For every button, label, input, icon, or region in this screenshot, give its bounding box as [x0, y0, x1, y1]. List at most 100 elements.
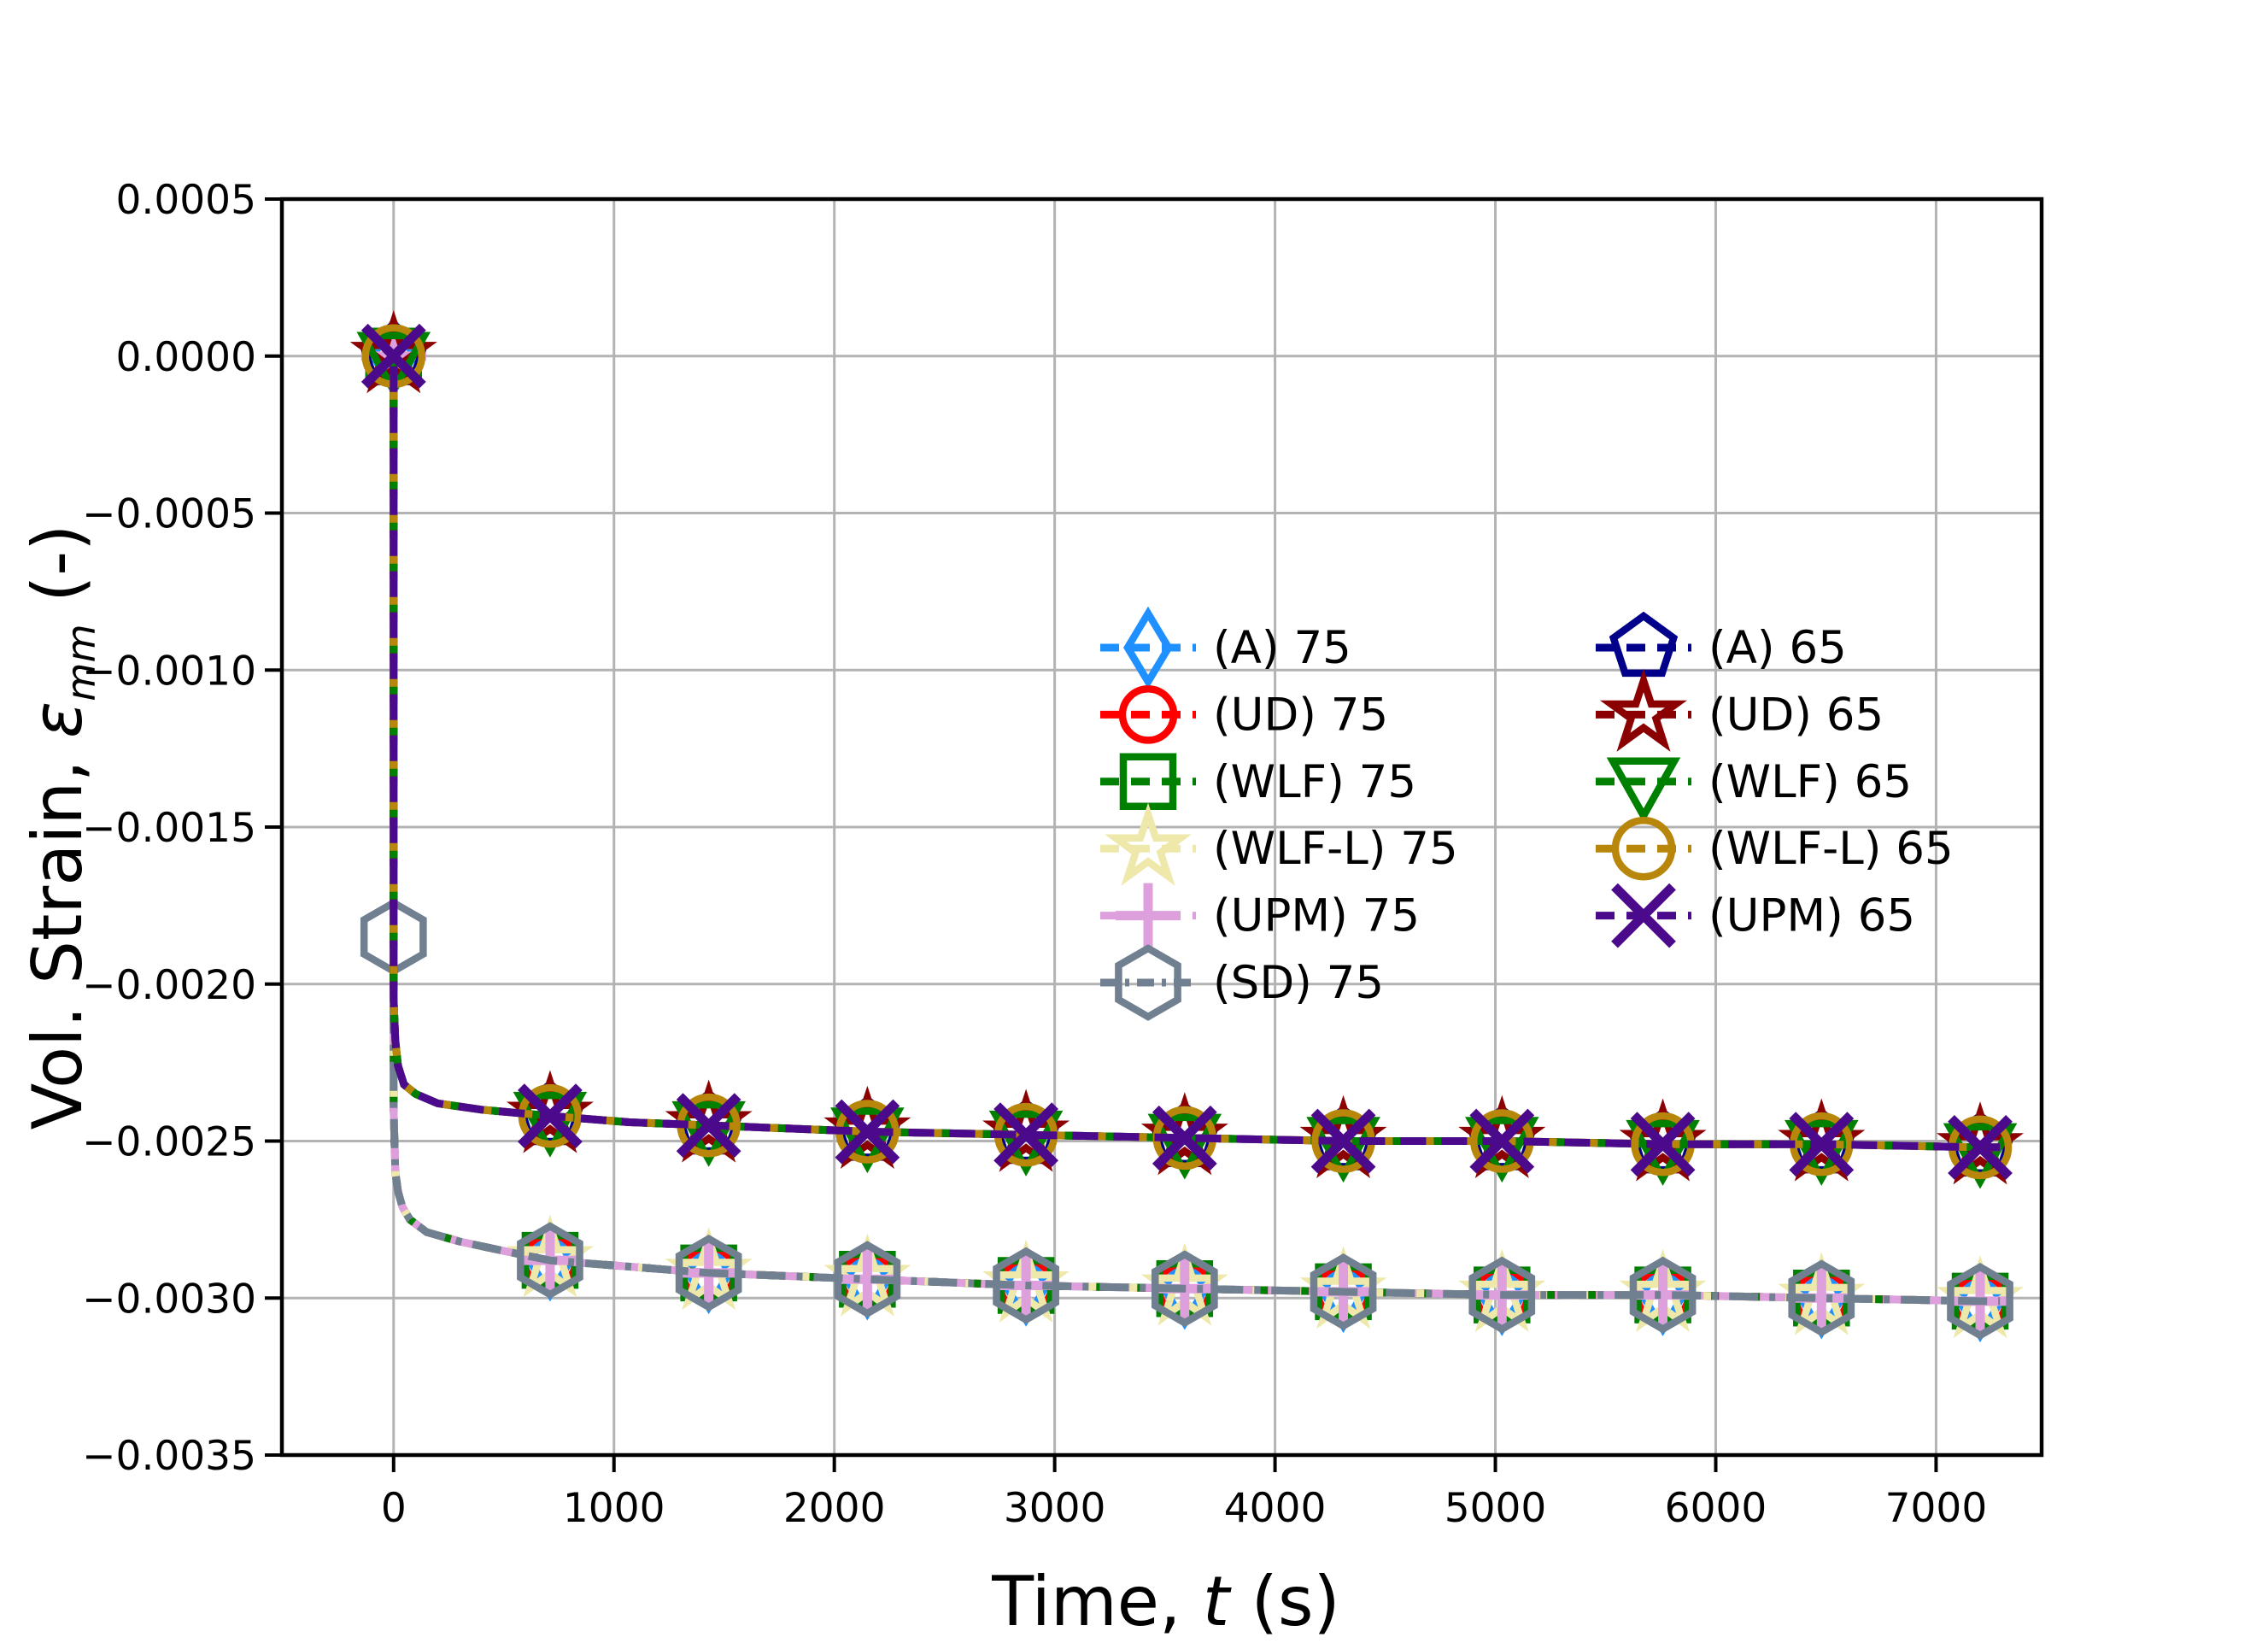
series-A65-line [390, 355, 2001, 1152]
series-SD75-marker [1151, 1250, 1218, 1328]
series-WLF65-marker [988, 1110, 1064, 1177]
y-axis-label-epsilon: ε [18, 701, 97, 738]
series-WLF75-marker [997, 1257, 1055, 1314]
y-tick-label--0.001: −0.0010 [82, 648, 256, 695]
series-WLF65-marker [513, 1091, 588, 1158]
legend-label-A75: (A) 75 [1213, 622, 1351, 674]
series-UPM65-marker [1630, 1112, 1696, 1177]
x-axis-label-variable: t [1203, 1562, 1232, 1641]
series-WLF75-marker [1634, 1266, 1691, 1323]
legend-marker-UD65 [1599, 668, 1688, 752]
series-SD75-marker [1468, 1256, 1536, 1334]
legend-entry-WLF75: (WLF) 75 [1100, 753, 1416, 811]
legend-marker-WLF75 [1119, 753, 1177, 811]
legend-marker-A75 [1123, 606, 1173, 690]
series-WLF75-marker [1793, 1270, 1850, 1327]
series-SD75-marker [834, 1241, 901, 1318]
x-tick-label-3000: 3000 [1004, 1485, 1106, 1532]
series-SD75-line [390, 355, 2001, 1306]
legend-label-WLFL65: (WLF-L) 65 [1708, 823, 1954, 875]
series-SD75-marker [675, 1234, 742, 1312]
legend-entry-WLFL65: (WLF-L) 65 [1596, 816, 1954, 881]
x-axis-label-unit: (s) [1229, 1562, 1340, 1641]
legend-entry-UPM65: (UPM) 65 [1596, 883, 1915, 948]
legend-label-UD65: (UD) 65 [1708, 689, 1884, 741]
series-WLF65-marker [1147, 1113, 1222, 1180]
series-WLFL65-line [390, 355, 2001, 1152]
series-WLF75-marker [1315, 1263, 1372, 1321]
x-tick-label-1000: 1000 [563, 1485, 665, 1532]
series-WLF65-line [390, 355, 2001, 1152]
legend-entry-WLFL75: (WLF-L) 75 [1100, 802, 1458, 886]
series-WLF65-marker [1785, 1119, 1859, 1186]
legend-marker-WLFL75 [1104, 802, 1193, 886]
legend-marker-UPM75 [1116, 883, 1181, 948]
y-tick-label-0: 0.0000 [116, 334, 256, 381]
x-axis-label: Time, t (s) [991, 1562, 1340, 1641]
series-UPM65-marker [518, 1083, 583, 1148]
series-UPM65-marker [1310, 1108, 1376, 1174]
series-SD75-marker [1310, 1253, 1377, 1330]
legend-label-SD75: (SD) 75 [1213, 957, 1384, 1009]
series-WLF75-marker [680, 1244, 737, 1302]
series-UPM65-marker [676, 1093, 741, 1159]
series-UPM65-marker [1152, 1105, 1217, 1171]
series-WLF65-marker [1465, 1117, 1539, 1183]
series-UPM65-marker [835, 1099, 900, 1165]
legend-entry-SD75: (SD) 75 [1100, 944, 1384, 1021]
y-tick-label--0.0035: −0.0035 [82, 1433, 256, 1480]
legend-marker-WLFL65 [1611, 816, 1676, 881]
series-WLF65-marker [1943, 1123, 2018, 1189]
y-axis-label: Vol. Strain, εmm (-) [18, 525, 104, 1130]
series-WLF65-marker [830, 1107, 905, 1174]
x-axis-label-text: Time, [991, 1562, 1203, 1641]
legend-entry-A65: (A) 65 [1596, 611, 1847, 678]
series-WLF75-marker [839, 1250, 896, 1308]
series-UPM65-marker [1789, 1112, 1855, 1177]
axis-ticks: 0 1000 2000 3000 4000 5000 6000 7000 0.0005 0.000… [82, 177, 1987, 1532]
legend-label-WLFL75: (WLF-L) 75 [1213, 823, 1458, 875]
series-WLF75-marker [1156, 1259, 1214, 1317]
series-UPM65-marker [993, 1102, 1058, 1168]
legend-marker-UD75 [1118, 685, 1178, 744]
legend-marker-WLF65 [1606, 757, 1681, 824]
x-tick-label-6000: 6000 [1665, 1485, 1767, 1532]
y-axis-label-unit: (-) [18, 525, 97, 625]
series-SD75-marker [1947, 1263, 2013, 1340]
x-tick-label-5000: 5000 [1445, 1485, 1547, 1532]
series-UPM65-line [390, 355, 2001, 1152]
series-UPM65-marker [1948, 1114, 2013, 1180]
legend-entry-A75: (A) 75 [1100, 606, 1351, 690]
series-UD65-line [390, 355, 2001, 1152]
series-WLF75-marker [1474, 1266, 1531, 1323]
y-tick-label-0.0005: 0.0005 [116, 177, 256, 224]
legend-label-WLF75: (WLF) 75 [1213, 756, 1416, 808]
y-tick-label--0.002: −0.0020 [82, 962, 256, 1009]
series-WLF75-marker [1951, 1272, 2009, 1330]
series-WLF65-marker [356, 332, 431, 398]
series-SD75-marker [1629, 1256, 1697, 1334]
legend-label-A65: (A) 65 [1708, 622, 1847, 674]
series-UPM65-marker [360, 323, 426, 389]
legend-entry-UD75: (UD) 75 [1100, 685, 1388, 744]
legend-marker-SD75 [1115, 944, 1181, 1021]
x-tick-label-7000: 7000 [1885, 1485, 1988, 1532]
legend-label-UPM65: (UPM) 65 [1708, 890, 1915, 942]
legend-label-UD75: (UD) 75 [1213, 689, 1388, 741]
series [349, 310, 2025, 1343]
x-tick-label-4000: 4000 [1224, 1485, 1327, 1532]
series-UPM65-marker [1469, 1108, 1535, 1174]
x-tick-label-0: 0 [381, 1485, 407, 1532]
series-SD75-marker [517, 1222, 583, 1300]
y-tick-label--0.003: −0.0030 [82, 1276, 256, 1323]
legend-entry-UPM75: (UPM) 75 [1100, 883, 1420, 948]
y-axis-label-subscript: mm [58, 624, 104, 701]
x-tick-label-2000: 2000 [783, 1485, 886, 1532]
legend-label-WLF65: (WLF) 65 [1708, 756, 1912, 808]
legend-entry-UD65: (UD) 65 [1596, 668, 1884, 752]
series-SD75-marker [993, 1247, 1059, 1324]
series-WLF65-marker [1626, 1119, 1700, 1186]
y-tick-label--0.0005: −0.0005 [82, 491, 256, 538]
legend: (A) 75 (UD) 75 (WLF) 75 (WLF-L) 75 (UPM) 75 (… [1100, 606, 1954, 1021]
